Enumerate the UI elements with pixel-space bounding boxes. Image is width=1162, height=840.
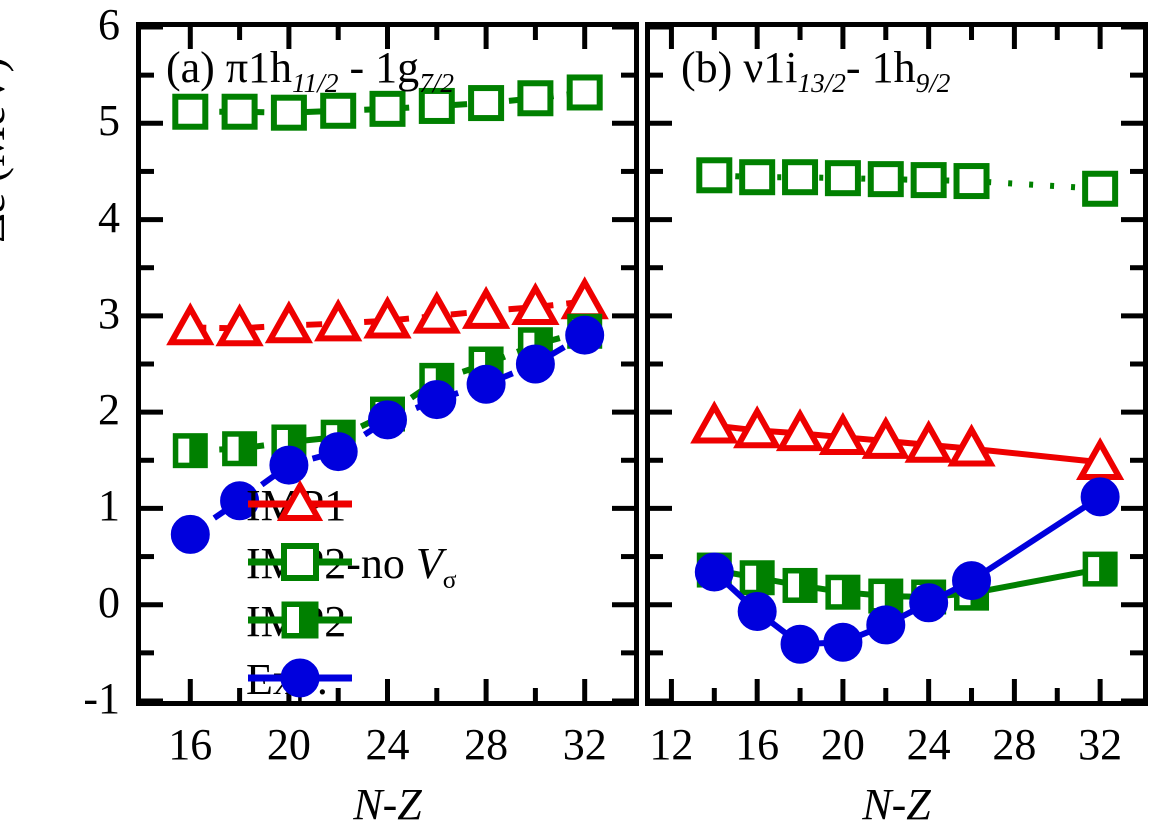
x-tick-label: 20	[820, 720, 865, 769]
y-tick-label: 2	[98, 385, 120, 435]
y-tick-label: 1	[98, 481, 120, 531]
y-tick-label: 4	[98, 192, 120, 242]
x-tick-label: 28	[992, 720, 1037, 769]
series-imp1	[690, 400, 1125, 481]
legend-swatch-exp	[248, 658, 352, 698]
y-tick-label: -1	[83, 674, 120, 723]
panel-a-x-axis-label: N-Z	[353, 780, 422, 829]
panel-b-title: (b) ν1i13/2- 1h9/2	[681, 42, 950, 99]
y-tick-label: 0	[98, 577, 120, 627]
y-tick-label: 3	[98, 288, 120, 338]
series-exp-	[170, 315, 605, 554]
legend-item-imp2[interactable]: IMP2	[246, 596, 352, 647]
panel-a	[136, 22, 639, 706]
panel-a-title: (a) π1h11/2 - 1g7/2	[166, 42, 454, 99]
x-tick-label: 28	[464, 720, 509, 769]
panel-tag: (b)	[681, 43, 744, 92]
x-tick-label: 16	[168, 720, 213, 769]
x-tick-label: 24	[365, 720, 410, 769]
x-tick-label: 24	[906, 720, 951, 769]
legend-item-exp[interactable]: Exp.	[246, 654, 352, 705]
series-imp1	[166, 276, 609, 347]
panel-tag: (a)	[166, 43, 226, 92]
x-tick-label: 32	[562, 720, 607, 769]
x-tick-label: 16	[735, 720, 780, 769]
panel-a-plot	[141, 24, 634, 704]
panel-orbital-label: π1h11/2 - 1g7/2	[225, 43, 455, 98]
panel-b-plot	[650, 24, 1143, 704]
series-exp-	[694, 477, 1120, 664]
legend-swatch-imp2	[248, 601, 352, 639]
x-tick-label: 20	[266, 720, 311, 769]
panel-b	[645, 22, 1148, 706]
panel-b-x-axis-label: N-Z	[862, 780, 931, 829]
panel-orbital-label: ν1i13/2- 1h9/2	[743, 43, 951, 98]
series-imp2-no-v-	[172, 74, 603, 131]
series-imp2-no-v-	[696, 157, 1119, 207]
legend-item-imp2-no-vsigma[interactable]: IMP2-no Vσ	[246, 538, 457, 595]
y-tick-label: 6	[98, 0, 120, 49]
x-tick-label: 32	[1078, 720, 1123, 769]
x-tick-label: 12	[649, 720, 694, 769]
y-tick-label: 5	[98, 96, 120, 146]
legend-swatch-imp1	[248, 479, 352, 522]
legend-item-imp1[interactable]: IMP1	[246, 479, 352, 531]
legend-swatch-imp2nov	[248, 543, 352, 581]
